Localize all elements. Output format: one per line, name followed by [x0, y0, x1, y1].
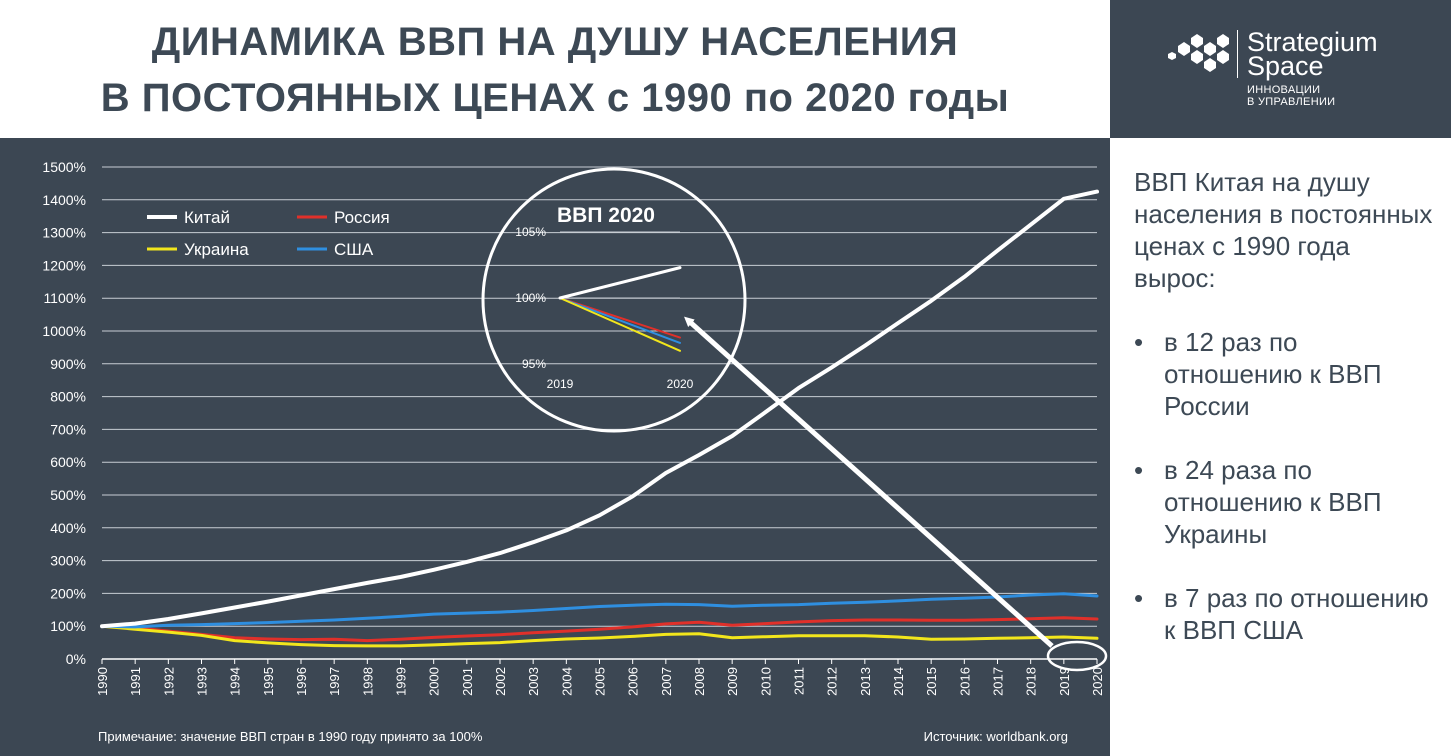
x-tick-label: 2013 [858, 667, 873, 696]
x-tick-label: 1992 [161, 667, 176, 696]
inset-title: ВВП 2020 [557, 204, 655, 227]
title-area: ДИНАМИКА ВВП НА ДУШУ НАСЕЛЕНИЯ В ПОСТОЯН… [0, 0, 1110, 138]
x-tick-label: 1998 [360, 667, 375, 696]
series-line-china [100, 189, 1099, 629]
x-tick-label: 1999 [394, 667, 409, 696]
page-title-line-2: В ПОСТОЯННЫХ ЦЕНАХ с 1990 по 2020 годы [100, 76, 1010, 120]
page-title-line-1: ДИНАМИКА ВВП НА ДУШУ НАСЕЛЕНИЯ [151, 20, 959, 64]
x-tick-label: 2014 [891, 667, 906, 696]
logo-name-line-2: Space [1247, 51, 1324, 81]
y-tick-label: 1400% [42, 192, 86, 208]
x-tick-label: 2016 [957, 667, 972, 696]
highlight-ellipse [1046, 640, 1108, 672]
x-tick-label: 2008 [692, 667, 707, 696]
logo-panel [1110, 0, 1451, 138]
x-tick-label: 1995 [261, 667, 276, 696]
summary-bullet-text: в 24 раза по отношению к ВВП Украины [1164, 455, 1382, 549]
x-tick-label: 1993 [195, 667, 210, 696]
legend-label-china: Китай [184, 208, 230, 227]
x-tick-label: 1991 [128, 667, 143, 696]
hexagon-cluster-icon [1168, 34, 1229, 72]
legend-label-russia: Россия [334, 208, 390, 227]
y-tick-label: 1200% [42, 257, 86, 273]
x-tick-label: 2010 [758, 667, 773, 696]
bullet-dot-icon: • [1134, 327, 1144, 357]
inset-y-tick-label: 105% [515, 225, 546, 239]
summary-panel: ВВП Китая на душу населения в постоянных… [1110, 138, 1451, 756]
summary-intro: ВВП Китая на душу населения в постоянных… [1134, 167, 1433, 293]
x-tick-label: 1994 [228, 667, 243, 696]
y-tick-label: 200% [50, 585, 86, 601]
summary-bullet-text: в 7 раз по отношению к ВВП США [1164, 583, 1429, 645]
y-tick-label: 700% [50, 421, 86, 437]
inset-y-tick-label: 100% [515, 291, 546, 305]
y-tick-label: 500% [50, 487, 86, 503]
y-tick-label: 1300% [42, 225, 86, 241]
y-tick-label: 100% [50, 618, 86, 634]
y-tick-label: 400% [50, 520, 86, 536]
y-tick-label: 800% [50, 389, 86, 405]
bullet-dot-icon: • [1134, 455, 1144, 485]
gdp-line-chart: 0% 100% 200% 300% 400% 500% 600% 700% 800% 900% 10… [42, 159, 1108, 744]
legend-label-ukraine: Украина [184, 240, 249, 259]
inset-series-line-china [558, 266, 682, 300]
logo-tagline-line-1: ИННОВАЦИИ [1247, 84, 1321, 96]
x-tick-label: 2003 [526, 667, 541, 696]
callout-arrow [684, 316, 1054, 648]
y-tick-label: 1500% [42, 159, 86, 175]
y-tick-label: 900% [50, 356, 86, 372]
x-tick-label: 2000 [427, 667, 442, 696]
inset-y-tick-label: 95% [522, 357, 546, 371]
inset-magnifier-circle [481, 167, 747, 433]
bullet-dot-icon: • [1134, 583, 1144, 613]
logo-name-line-1: Strategium [1247, 27, 1378, 57]
inset-series-line-ukraine [559, 297, 681, 352]
x-tick-label: 2006 [626, 667, 641, 696]
x-tick-label: 2012 [825, 667, 840, 696]
x-tick-label: 2019 [1057, 667, 1072, 696]
x-tick-label: 1990 [95, 667, 110, 696]
x-tick-label: 2020 [1090, 667, 1105, 696]
x-tick-label: 2004 [559, 667, 574, 696]
x-tick-label: 2017 [991, 667, 1006, 696]
inset-series-line-usa [559, 297, 681, 344]
x-tick-label: 2015 [924, 667, 939, 696]
x-tick-label: 1997 [327, 667, 342, 696]
chart-area [0, 138, 1110, 756]
series-line-russia [100, 616, 1099, 643]
x-tick-label: 2018 [1024, 667, 1039, 696]
legend-label-usa: США [334, 240, 374, 259]
y-tick-label: 1000% [42, 323, 86, 339]
inset-x-tick-label: 2019 [547, 377, 574, 391]
y-tick-label: 1100% [43, 290, 86, 306]
inset-x-tick-label: 2020 [667, 377, 694, 391]
footnote: Примечание: значение ВВП стран в 1990 го… [98, 729, 483, 744]
x-tick-label: 2007 [659, 667, 674, 696]
summary-bullet-text: в 12 раз по отношению к ВВП России [1164, 327, 1382, 421]
y-tick-label: 300% [50, 553, 86, 569]
x-tick-label: 2009 [725, 667, 740, 696]
source-note: Источник: worldbank.org [924, 729, 1068, 744]
y-tick-label: 600% [50, 454, 86, 470]
x-tick-label: 1996 [294, 667, 309, 696]
x-tick-label: 2011 [792, 667, 807, 695]
logo-separator [1237, 30, 1238, 78]
series-line-ukraine [100, 624, 1099, 648]
x-tick-label: 2005 [593, 667, 608, 696]
x-tick-label: 2001 [460, 667, 475, 696]
y-tick-label: 0% [66, 651, 86, 667]
x-tick-label: 2002 [493, 667, 508, 696]
series-line-usa [100, 592, 1099, 629]
logo-tagline-line-2: В УПРАВЛЕНИИ [1247, 96, 1336, 108]
